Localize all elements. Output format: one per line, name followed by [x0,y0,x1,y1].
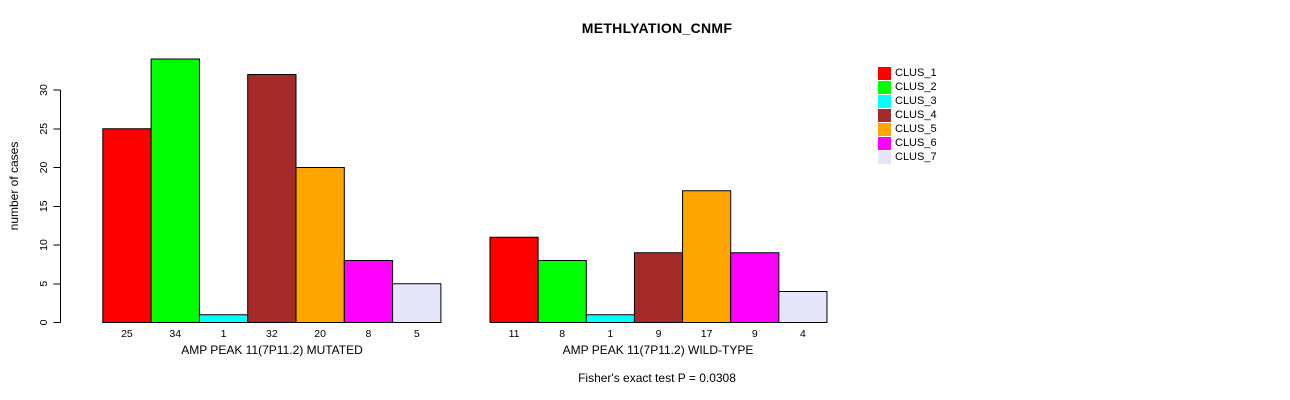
legend-label: CLUS_6 [895,136,937,149]
legend-item-clus_2: CLUS_2 [878,80,937,94]
legend-item-clus_6: CLUS_6 [878,136,937,150]
y-axis-label: number of cases [7,141,21,231]
bar-clus_2-group2 [537,260,587,323]
bar-clus_1-group2 [489,236,539,323]
bar-value-label: 34 [169,328,181,340]
legend: CLUS_1 CLUS_2 CLUS_3 CLUS_4 CLUS_5 CLUS_6 CLUS… [878,66,937,164]
bar-clus_7-group1 [392,283,442,323]
bar-value-label: 25 [121,328,133,340]
legend-swatch-clus_6 [878,136,891,150]
bar-value-label: 32 [266,328,278,340]
bar-value-label: 5 [414,328,420,340]
legend-label: CLUS_2 [895,80,937,93]
bar-value-label: 9 [656,328,662,340]
x-group-label-wild-type: AMP PEAK 11(7P11.2) WILD-TYPE [562,343,754,357]
bar-clus_4-group1 [247,74,297,323]
bar-value-label: 9 [752,328,758,340]
legend-item-clus_5: CLUS_5 [878,122,937,136]
y-tick-label: 5 [38,281,50,287]
legend-swatch-clus_7 [878,150,891,164]
legend-item-clus_3: CLUS_3 [878,94,937,108]
bar-clus_4-group2 [633,252,684,323]
bar-clus_1-group1 [102,128,152,323]
y-tick-label: 10 [38,239,50,251]
bar-clus_6-group2 [730,252,780,323]
bar-value-label: 11 [509,328,520,340]
bar-value-label: 8 [559,328,565,340]
bar-value-label: 8 [366,328,372,340]
y-tick-label: 15 [38,200,50,212]
y-tick-label: 0 [38,319,50,325]
bar-clus_3-group2 [585,314,635,323]
y-tick-label: 30 [38,84,50,96]
bar-clus_2-group1 [150,58,200,323]
x-group-label-mutated: AMP PEAK 11(7P11.2) MUTATED [181,343,363,357]
bar-clus_3-group1 [198,314,249,323]
bar-value-label: 20 [314,328,326,340]
bar-value-label: 17 [701,328,713,340]
legend-swatch-clus_1 [878,66,891,80]
y-tick-label: 20 [38,162,50,174]
bar-value-label: 1 [221,328,227,340]
legend-label: CLUS_3 [895,94,937,107]
chart-title: METHLYATION_CNMF [581,20,733,36]
legend-label: CLUS_5 [895,122,937,135]
bar-clus_5-group1 [295,167,345,323]
y-tick-label: 25 [38,123,50,135]
legend-item-clus_1: CLUS_1 [878,66,937,80]
legend-swatch-clus_2 [878,80,891,94]
bar-clus_7-group2 [778,291,828,323]
legend-swatch-clus_4 [878,108,891,122]
legend-item-clus_4: CLUS_4 [878,108,937,122]
bar-value-label: 1 [607,328,613,340]
legend-item-clus_7: CLUS_7 [878,150,937,164]
legend-label: CLUS_7 [895,150,937,163]
bar-value-label: 4 [800,328,806,340]
bar-clus_6-group1 [343,260,394,323]
bar-clus_5-group2 [682,190,732,323]
legend-label: CLUS_4 [895,108,937,121]
legend-swatch-clus_3 [878,94,891,108]
legend-label: CLUS_1 [895,66,937,79]
fisher-test-annotation: Fisher's exact test P = 0.0308 [578,371,736,385]
legend-swatch-clus_5 [878,122,891,136]
